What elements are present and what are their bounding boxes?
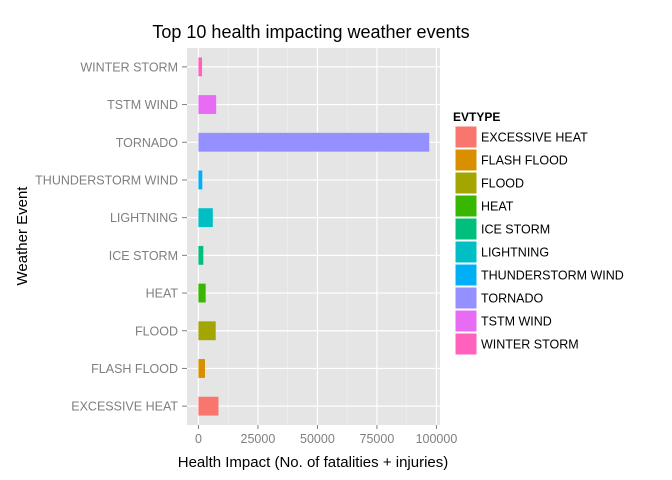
plot-panel (187, 48, 440, 425)
legend-key (454, 286, 478, 310)
bar (198, 359, 205, 378)
bar (198, 396, 219, 416)
y-axis-title: Weather Event (14, 186, 31, 286)
legend-key (454, 194, 478, 218)
legend-label: LIGHTNING (481, 246, 549, 260)
y-tick-label: EXCESSIVE HEAT (71, 400, 178, 414)
legend-key (454, 309, 478, 333)
bar (198, 170, 203, 190)
legend-key (454, 217, 478, 241)
legend-label: EXCESSIVE HEAT (481, 131, 588, 145)
legend-key (454, 332, 478, 356)
y-tick-label: ICE STORM (109, 249, 178, 263)
legend-label: FLOOD (481, 177, 524, 191)
bar (198, 245, 204, 265)
y-tick-label: TORNADO (116, 136, 179, 150)
legend-key (454, 125, 478, 149)
legend-label: ICE STORM (481, 223, 550, 237)
legend-label: TORNADO (481, 292, 544, 306)
legend-label: WINTER STORM (481, 338, 579, 352)
legend-key (454, 148, 478, 172)
x-tick-label: 25000 (241, 432, 276, 446)
y-tick-label: LIGHTNING (110, 211, 178, 225)
x-tick-label: 100000 (416, 432, 458, 446)
bar (198, 132, 430, 152)
bar (198, 95, 217, 114)
legend-key (454, 240, 478, 264)
x-tick-label: 75000 (360, 432, 395, 446)
y-tick-label: THUNDERSTORM WIND (35, 173, 178, 187)
bar (198, 208, 213, 228)
y-tick-label: FLOOD (135, 324, 178, 338)
legend-label: TSTM WIND (481, 315, 552, 329)
bar (198, 283, 206, 303)
bar (198, 57, 203, 77)
legend-label: HEAT (481, 200, 514, 214)
x-tick-label: 50000 (300, 432, 335, 446)
legend-title: EVTYPE (453, 110, 500, 124)
bar (198, 321, 216, 341)
y-tick-label: TSTM WIND (107, 98, 178, 112)
y-tick-label: FLASH FLOOD (91, 362, 178, 376)
x-tick-label: 0 (195, 432, 202, 446)
legend-label: THUNDERSTORM WIND (481, 269, 624, 283)
legend-key (454, 263, 478, 287)
legend-label: FLASH FLOOD (481, 154, 568, 168)
y-tick-label: HEAT (146, 287, 179, 301)
x-axis-title: Health Impact (No. of fatalities + injur… (178, 454, 449, 471)
legend-key (454, 171, 478, 195)
y-tick-label: WINTER STORM (80, 60, 178, 74)
chart-title: Top 10 health impacting weather events (152, 22, 469, 42)
